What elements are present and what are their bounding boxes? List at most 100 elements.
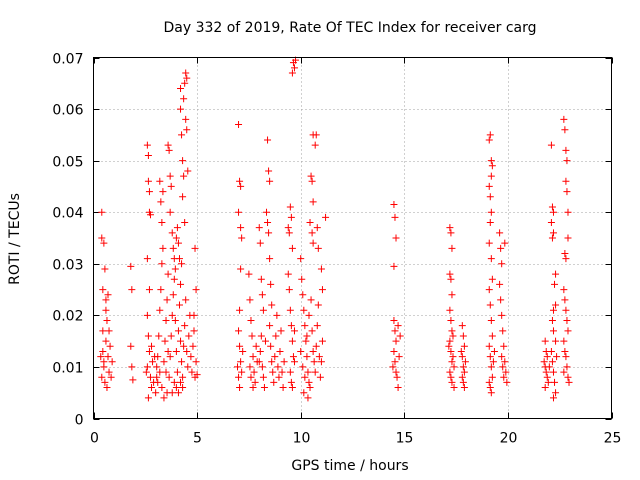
data-point <box>305 378 313 386</box>
data-point <box>309 347 317 355</box>
data-point <box>163 296 171 304</box>
data-point <box>394 322 402 330</box>
data-point <box>290 327 298 335</box>
data-point <box>552 301 560 309</box>
data-point <box>193 371 201 379</box>
data-point <box>157 286 165 294</box>
data-point <box>187 353 195 361</box>
x-tick-label: 5 <box>193 431 202 447</box>
data-point <box>322 213 330 221</box>
data-point <box>288 384 296 392</box>
data-point <box>258 363 266 371</box>
data-point <box>102 306 110 314</box>
data-point <box>302 337 310 345</box>
data-point <box>487 317 495 325</box>
data-point <box>396 332 404 340</box>
data-point <box>487 363 495 371</box>
data-point <box>190 327 198 335</box>
data-point <box>290 64 298 72</box>
data-point <box>179 373 187 381</box>
data-point <box>288 337 296 345</box>
data-point <box>171 265 179 273</box>
data-point <box>181 79 189 87</box>
data-point <box>310 358 318 366</box>
data-point <box>174 239 182 247</box>
data-point <box>166 353 174 361</box>
data-point <box>543 373 551 381</box>
data-point <box>183 74 191 82</box>
data-point <box>551 280 559 288</box>
y-tick-label: 0.07 <box>52 52 83 68</box>
data-point <box>503 378 511 386</box>
chart-title: Day 332 of 2019, Rate Of TEC Index for r… <box>163 20 536 36</box>
data-point <box>460 368 468 376</box>
data-point <box>177 84 185 92</box>
data-point <box>181 322 189 330</box>
data-point <box>177 105 185 113</box>
data-point <box>299 363 307 371</box>
data-point <box>184 363 192 371</box>
data-point <box>142 368 150 376</box>
data-point <box>144 394 152 402</box>
data-point <box>269 368 277 376</box>
data-point <box>164 141 172 149</box>
data-point <box>169 291 177 299</box>
data-point <box>98 208 106 216</box>
data-point <box>265 167 273 175</box>
data-point <box>173 224 181 232</box>
data-point <box>156 306 164 314</box>
data-point <box>561 296 569 304</box>
data-point <box>297 347 305 355</box>
plot-frame <box>93 57 612 419</box>
data-point <box>148 384 156 392</box>
data-point <box>489 358 497 366</box>
data-point <box>447 275 455 283</box>
data-point <box>163 389 171 397</box>
data-point <box>154 378 162 386</box>
y-tick-label: 0 <box>75 413 84 429</box>
data-point <box>248 332 256 340</box>
data-point <box>272 332 280 340</box>
data-point <box>549 368 557 376</box>
data-point <box>308 327 316 335</box>
data-point <box>286 368 294 376</box>
data-point <box>166 208 174 216</box>
data-point <box>308 229 316 237</box>
data-point <box>488 162 496 170</box>
data-point <box>560 368 568 376</box>
data-point <box>562 177 570 185</box>
data-point <box>192 286 200 294</box>
data-point <box>498 353 506 361</box>
data-point <box>183 126 191 134</box>
data-point <box>552 337 560 345</box>
data-point <box>237 182 245 190</box>
data-point <box>287 213 295 221</box>
data-point <box>148 342 156 350</box>
data-point <box>318 286 326 294</box>
data-point <box>298 275 306 283</box>
data-point <box>144 177 152 185</box>
data-point <box>267 280 275 288</box>
data-point <box>271 353 279 361</box>
data-point <box>448 291 456 299</box>
data-point <box>552 270 560 278</box>
data-point <box>545 363 553 371</box>
data-point <box>267 342 275 350</box>
data-point <box>238 368 246 376</box>
data-point <box>127 262 135 270</box>
data-point <box>487 389 495 397</box>
data-point <box>542 368 550 376</box>
data-point <box>562 146 570 154</box>
data-point <box>259 373 267 381</box>
data-point <box>169 244 177 252</box>
data-point <box>498 311 506 319</box>
data-point <box>266 177 274 185</box>
data-point <box>172 347 180 355</box>
data-point <box>300 306 308 314</box>
data-point <box>190 311 198 319</box>
data-point <box>173 368 181 376</box>
data-point <box>184 167 192 175</box>
data-point <box>312 342 320 350</box>
data-point <box>191 244 199 252</box>
data-point <box>279 384 287 392</box>
